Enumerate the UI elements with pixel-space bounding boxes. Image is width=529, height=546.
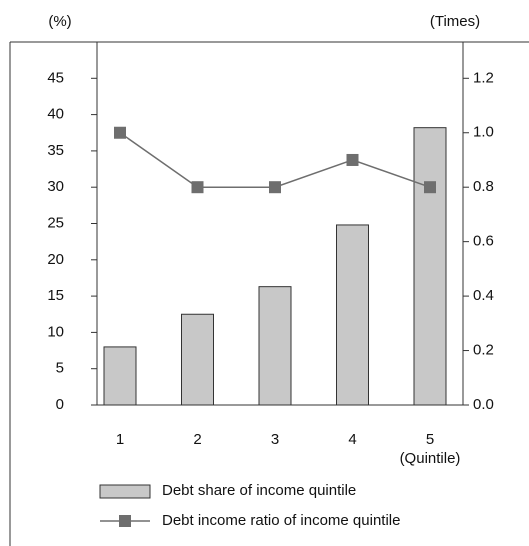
line <box>119 132 431 188</box>
y-tick-label: 25 <box>47 214 64 231</box>
y-axis-label: (%) <box>48 13 71 30</box>
marker <box>424 181 436 194</box>
y2-tick-label: 1.0 <box>473 124 494 141</box>
y-tick-label: 5 <box>56 360 64 377</box>
y2-tick-label: 0.2 <box>473 342 494 359</box>
bar <box>103 346 137 406</box>
marker <box>269 181 281 194</box>
bar <box>181 313 214 406</box>
y2-tick-label: 0.0 <box>473 396 494 413</box>
y-tick-label: 35 <box>47 142 64 159</box>
marker <box>346 153 359 166</box>
marker <box>191 181 204 194</box>
x-axis-label: (Quintile) <box>400 450 461 467</box>
x-tick-label: 4 <box>348 431 356 448</box>
y2-axis-label: (Times) <box>430 13 480 30</box>
y2-tick-label: 0.6 <box>473 233 494 250</box>
legend-label: Debt share of income quintile <box>162 482 356 499</box>
legend-label: Debt income ratio of income quintile <box>162 512 400 529</box>
bar <box>413 127 447 406</box>
x-tick-label: 2 <box>193 431 201 448</box>
y-tick-label: 45 <box>47 69 64 86</box>
y-tick-label: 40 <box>47 106 64 123</box>
x-tick-label: 1 <box>116 431 124 448</box>
marker <box>114 126 126 139</box>
legend-swatch <box>99 484 151 499</box>
y-tick-label: 30 <box>47 178 64 195</box>
y2-tick-label: 0.4 <box>473 287 494 304</box>
legend-marker <box>119 515 131 527</box>
y-tick-label: 20 <box>47 251 64 268</box>
y-tick-label: 0 <box>56 396 64 413</box>
x-tick-label: 5 <box>426 431 434 448</box>
y-tick-label: 10 <box>47 323 64 340</box>
y2-tick-label: 0.8 <box>473 178 494 195</box>
y2-tick-label: 1.2 <box>473 69 494 86</box>
x-tick-label: 3 <box>271 431 279 448</box>
bar <box>258 286 292 406</box>
y-tick-label: 15 <box>47 287 64 304</box>
bar <box>336 224 369 406</box>
